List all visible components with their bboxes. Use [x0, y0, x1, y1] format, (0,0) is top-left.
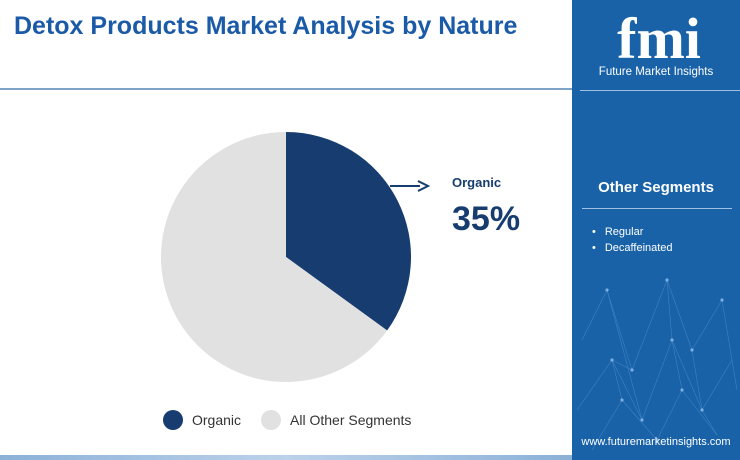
website-url: www.futuremarketinsights.com: [581, 436, 731, 448]
legend-swatch-organic: [163, 410, 183, 430]
legend-label-others: All Other Segments: [290, 412, 412, 428]
pie-slice-organic: [286, 132, 411, 331]
other-segments-heading: Other Segments: [598, 179, 714, 196]
pie-chart: [161, 132, 431, 382]
fmi-logo: fmi: [617, 6, 701, 66]
main-panel: Detox Products Market Analysis by Nature…: [0, 12, 572, 460]
title-divider: [0, 88, 572, 90]
legend-item-organic: Organic: [163, 410, 241, 430]
callout-label: Organic: [452, 175, 502, 190]
legend-item-others: All Other Segments: [261, 410, 411, 430]
legend: Organic All Other Segments: [163, 410, 431, 430]
sidebar-divider-2: [582, 208, 732, 209]
legend-swatch-others: [261, 410, 282, 430]
segment-item-decaffeinated: Decaffeinated: [592, 242, 673, 254]
logo-subtitle: Future Market Insights: [598, 66, 714, 78]
logo-text: fmi: [617, 6, 701, 66]
callout-arrow-head: [417, 180, 431, 192]
segments-list: Regular Decaffeinated: [592, 226, 673, 258]
sidebar-divider: [580, 90, 740, 91]
sidebar: fmi Future Market Insights Other Segment…: [572, 0, 740, 460]
callout-value: 35%: [452, 200, 521, 238]
network-pattern-decoration: [576, 278, 738, 451]
pie-slice-others: [161, 132, 388, 382]
chart-title: Detox Products Market Analysis by Nature: [14, 12, 518, 40]
legend-label-organic: Organic: [192, 412, 242, 428]
segment-item-regular: Regular: [592, 226, 673, 238]
bottom-accent-strip: [0, 455, 572, 460]
